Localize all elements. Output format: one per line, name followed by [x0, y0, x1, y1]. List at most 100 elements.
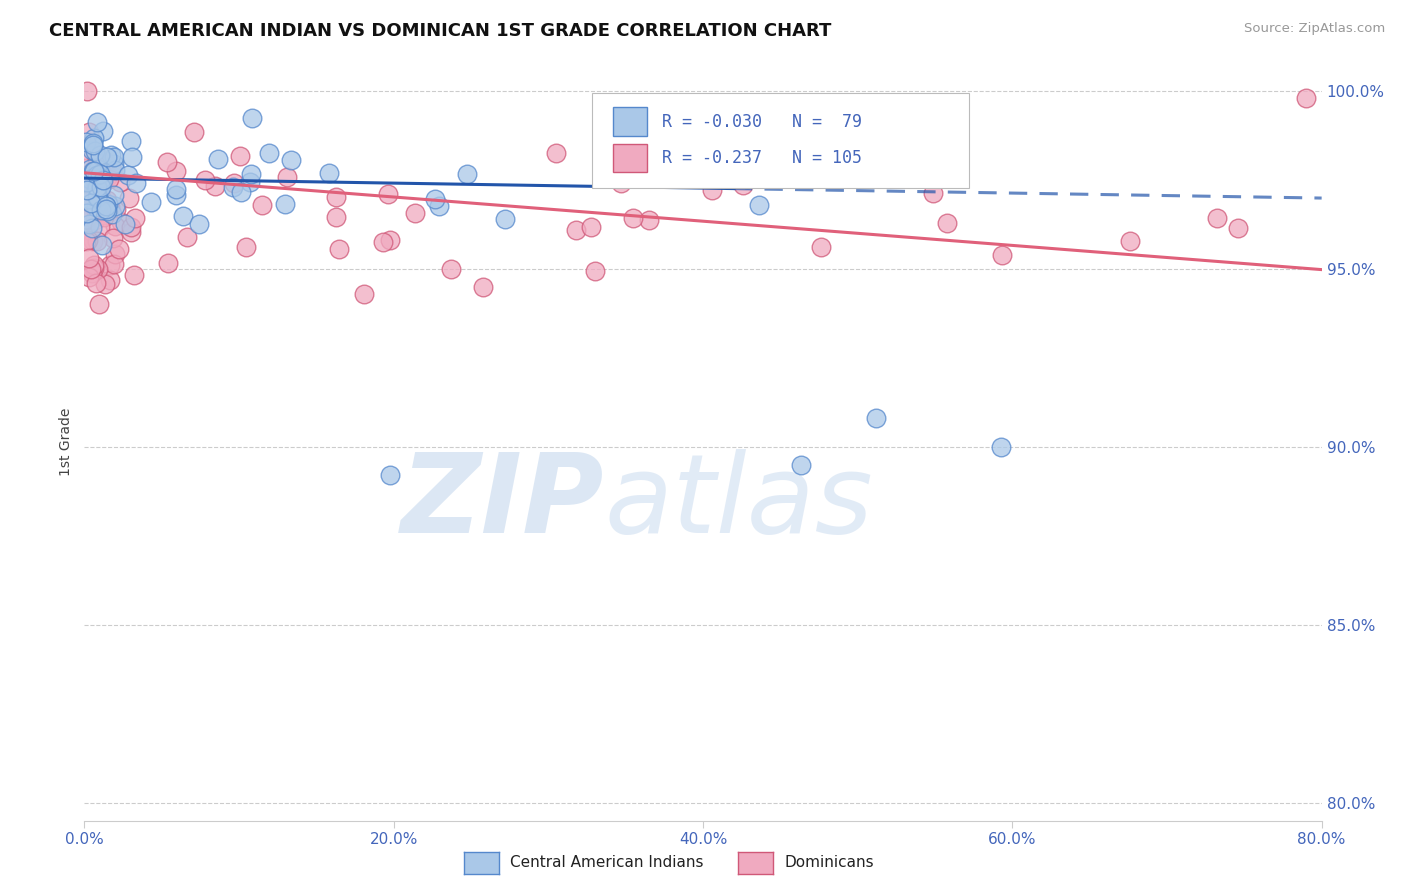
- Point: [122, 268, 145, 282]
- Point: [91, 237, 114, 252]
- Point: [472, 280, 495, 294]
- Point: [188, 217, 211, 231]
- Point: [83, 144, 105, 158]
- Point: [103, 150, 125, 164]
- Text: Source: ZipAtlas.com: Source: ZipAtlas.com: [1244, 22, 1385, 36]
- Point: [75, 177, 97, 191]
- Point: [581, 219, 603, 234]
- Point: [76, 193, 98, 207]
- Point: [125, 176, 148, 190]
- Point: [89, 200, 111, 214]
- Point: [80, 266, 103, 280]
- Point: [91, 171, 114, 186]
- Point: [84, 203, 107, 218]
- Point: [318, 166, 340, 180]
- Point: [748, 198, 770, 212]
- Point: [76, 183, 98, 197]
- Point: [75, 211, 97, 226]
- Point: [404, 205, 426, 219]
- Point: [183, 125, 205, 139]
- Point: [377, 187, 399, 202]
- Point: [93, 210, 115, 224]
- Point: [89, 220, 111, 235]
- Point: [810, 240, 832, 254]
- Point: [84, 200, 107, 214]
- Point: [76, 223, 98, 237]
- Point: [1295, 91, 1317, 105]
- Point: [98, 258, 121, 272]
- Point: [240, 111, 263, 125]
- Point: [120, 134, 142, 148]
- Point: [79, 171, 101, 186]
- Point: [83, 131, 105, 145]
- Text: atlas: atlas: [605, 449, 873, 556]
- Point: [440, 262, 463, 277]
- Point: [104, 163, 127, 178]
- Point: [120, 220, 142, 235]
- Point: [120, 225, 142, 239]
- Point: [87, 205, 110, 219]
- Point: [75, 136, 97, 150]
- Point: [690, 125, 713, 139]
- Point: [257, 146, 280, 161]
- Point: [75, 173, 97, 187]
- Point: [104, 246, 127, 260]
- Point: [456, 167, 478, 181]
- Text: ZIP: ZIP: [401, 449, 605, 556]
- Point: [83, 259, 105, 273]
- Point: [103, 187, 125, 202]
- Point: [157, 255, 180, 269]
- Point: [546, 146, 568, 161]
- Point: [427, 199, 450, 213]
- Point: [609, 176, 631, 190]
- Point: [207, 152, 229, 166]
- Point: [922, 186, 945, 200]
- Point: [104, 219, 127, 233]
- Point: [103, 156, 125, 170]
- Y-axis label: 1st Grade: 1st Grade: [59, 408, 73, 475]
- Point: [250, 198, 273, 212]
- Point: [76, 206, 98, 220]
- Point: [82, 220, 104, 235]
- Point: [87, 261, 110, 276]
- Point: [75, 186, 97, 201]
- Point: [110, 215, 132, 229]
- Point: [990, 440, 1012, 454]
- Point: [90, 189, 112, 203]
- Point: [75, 193, 97, 207]
- Text: Central American Indians: Central American Indians: [510, 855, 704, 870]
- Point: [228, 149, 250, 163]
- Point: [75, 179, 97, 194]
- Point: [82, 136, 104, 150]
- Point: [77, 192, 100, 206]
- Point: [77, 234, 100, 248]
- Point: [1227, 221, 1250, 235]
- Point: [423, 192, 446, 206]
- Point: [90, 180, 112, 194]
- Point: [77, 194, 100, 209]
- Point: [96, 150, 118, 164]
- Point: [273, 196, 295, 211]
- Point: [141, 195, 163, 210]
- Bar: [613, 144, 647, 172]
- Point: [96, 193, 118, 207]
- Point: [380, 233, 402, 247]
- Point: [564, 223, 586, 237]
- Point: [172, 209, 194, 223]
- Point: [204, 178, 226, 193]
- Point: [77, 125, 100, 139]
- Point: [80, 261, 103, 276]
- Point: [89, 297, 111, 311]
- Text: R = -0.237   N = 105: R = -0.237 N = 105: [662, 149, 862, 167]
- Point: [353, 287, 375, 301]
- Point: [118, 191, 141, 205]
- Point: [83, 179, 105, 194]
- Point: [101, 231, 124, 245]
- Point: [84, 186, 107, 201]
- Point: [89, 178, 111, 193]
- Point: [84, 181, 107, 195]
- Point: [165, 182, 187, 196]
- Point: [94, 202, 117, 216]
- Point: [76, 175, 98, 189]
- Point: [100, 162, 122, 177]
